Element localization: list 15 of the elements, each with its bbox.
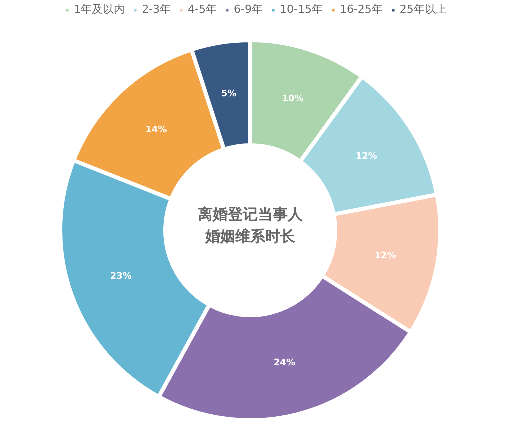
data-label: 12% — [356, 152, 378, 162]
legend-label: 25年以上 — [400, 2, 447, 17]
legend-label: 6-9年 — [234, 2, 263, 17]
text: 离婚登记当事人婚姻维系时长 — [197, 206, 304, 246]
data-label: 14% — [146, 125, 168, 136]
data-label: 24% — [274, 358, 296, 369]
data-label: 12% — [374, 251, 396, 262]
data-label: 5% — [221, 90, 237, 100]
legend-label: 10-15年 — [280, 2, 323, 17]
data-label: 10% — [282, 94, 304, 105]
legend-label: 16-25年 — [340, 2, 383, 17]
legend-label: 1年及以内 — [74, 2, 126, 17]
legend-label: 4-5年 — [188, 2, 218, 17]
data-label: 23% — [110, 272, 132, 282]
legend-label: 2-3年 — [142, 2, 172, 17]
